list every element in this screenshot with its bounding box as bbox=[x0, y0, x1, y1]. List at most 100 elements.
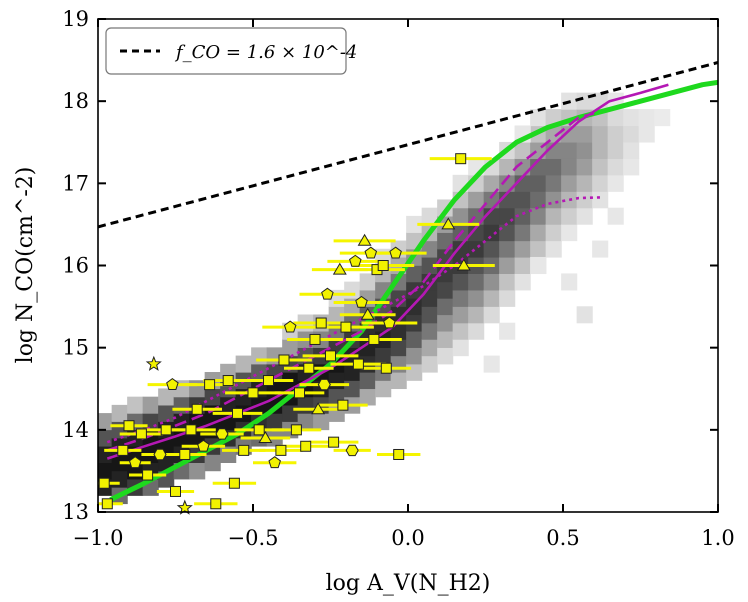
marker-pentagon bbox=[128, 456, 142, 469]
marker-square bbox=[340, 321, 352, 333]
density-bin bbox=[592, 141, 609, 159]
marker-square bbox=[290, 424, 302, 436]
density-bin bbox=[390, 355, 407, 373]
density-bin bbox=[452, 322, 469, 340]
marker-hexagon bbox=[345, 444, 359, 457]
marker-star bbox=[176, 499, 193, 515]
density-bin bbox=[483, 289, 500, 307]
density-bin bbox=[576, 141, 593, 159]
density-bin bbox=[545, 191, 562, 209]
legend-label: f_CO = 1.6 × 10^-4 bbox=[174, 42, 357, 63]
density-bin bbox=[592, 174, 609, 192]
legend: f_CO = 1.6 × 10^-4 bbox=[105, 27, 357, 75]
series-line-black-dashed bbox=[98, 61, 718, 229]
density-bin bbox=[344, 380, 361, 398]
marker-square bbox=[135, 428, 147, 440]
marker-square bbox=[393, 448, 405, 460]
density-bin bbox=[499, 224, 516, 242]
marker-square bbox=[253, 424, 265, 436]
marker-hexagon bbox=[153, 448, 167, 461]
density-bin bbox=[623, 125, 640, 143]
density-bin bbox=[468, 273, 485, 291]
marker-square bbox=[117, 444, 129, 456]
marker-square bbox=[123, 420, 135, 432]
marker-square bbox=[238, 444, 250, 456]
marker-square bbox=[380, 362, 392, 374]
marker-square bbox=[303, 362, 315, 374]
density-bin bbox=[530, 158, 547, 176]
density-bin bbox=[545, 125, 562, 143]
marker-pentagon bbox=[197, 439, 210, 452]
x-tick-label: −0.5 bbox=[228, 526, 279, 550]
density-bin bbox=[375, 347, 392, 365]
density-bin bbox=[638, 125, 655, 143]
density-bin bbox=[576, 306, 593, 324]
marker-square bbox=[263, 375, 274, 387]
density-bin bbox=[421, 339, 438, 357]
density-bin bbox=[607, 109, 624, 127]
density-bin bbox=[561, 174, 578, 192]
marker-square bbox=[142, 469, 154, 481]
density-bin bbox=[483, 355, 500, 373]
density-bin bbox=[654, 109, 671, 127]
density-bin bbox=[158, 404, 175, 422]
y-tick-label: 16 bbox=[62, 254, 89, 278]
density-bin bbox=[530, 256, 547, 275]
y-tick-label: 18 bbox=[62, 89, 89, 113]
density-bin bbox=[421, 355, 438, 373]
density-bin bbox=[437, 298, 454, 316]
density-bin bbox=[282, 404, 299, 422]
density-bin bbox=[468, 289, 485, 307]
density-bin bbox=[437, 281, 454, 299]
density-bin bbox=[576, 125, 593, 143]
density-bin bbox=[282, 339, 299, 357]
density-bin bbox=[545, 158, 562, 176]
density-bin bbox=[452, 306, 469, 324]
density-bin bbox=[514, 273, 531, 291]
marker-square bbox=[185, 424, 197, 436]
x-tick-label: −1.0 bbox=[73, 526, 124, 550]
density-bin bbox=[390, 322, 407, 340]
marker-square bbox=[222, 375, 234, 387]
density-bin bbox=[576, 174, 593, 192]
density-bin bbox=[499, 191, 516, 209]
density-bin bbox=[468, 322, 485, 340]
density-bin bbox=[499, 273, 516, 291]
density-bin bbox=[220, 445, 237, 463]
marker-pentagon bbox=[321, 287, 334, 300]
ticks-layer: −1.0 −0.5 0.0 0.5 1.0 13 14 15 16 17 18 19 bbox=[62, 7, 734, 550]
density-bin bbox=[514, 207, 531, 225]
density-bin bbox=[390, 372, 407, 390]
density-bin bbox=[499, 322, 516, 340]
density-bin bbox=[452, 339, 469, 357]
density-bin bbox=[545, 240, 562, 258]
legend-box bbox=[105, 27, 347, 75]
density-bin bbox=[576, 158, 593, 176]
density-bin bbox=[266, 413, 283, 431]
marker-square bbox=[377, 260, 389, 271]
marker-square bbox=[275, 444, 287, 456]
density-bin bbox=[437, 347, 454, 365]
marker-square bbox=[247, 387, 259, 399]
marker-square bbox=[294, 387, 305, 399]
density-bin bbox=[111, 404, 128, 422]
density-bin bbox=[421, 289, 438, 307]
density-bin bbox=[313, 413, 330, 431]
marker-triangle bbox=[258, 431, 273, 443]
y-tick-label: 15 bbox=[62, 336, 89, 360]
y-tick-label: 17 bbox=[62, 171, 89, 195]
density-bin bbox=[158, 388, 175, 406]
marker-pentagon bbox=[389, 246, 402, 259]
marker-square bbox=[101, 498, 113, 510]
density-bin bbox=[142, 396, 159, 414]
density-bin bbox=[514, 141, 531, 159]
density-bin bbox=[98, 413, 113, 431]
x-axis-title: log A_V(N_H2) bbox=[326, 571, 491, 596]
density-bin bbox=[545, 224, 562, 242]
density-bin bbox=[111, 470, 128, 488]
density-bin bbox=[514, 174, 531, 192]
density-bin bbox=[483, 273, 500, 291]
marker-pentagon bbox=[364, 246, 378, 259]
marker-square bbox=[315, 317, 327, 329]
marker-pentagon bbox=[355, 295, 368, 308]
